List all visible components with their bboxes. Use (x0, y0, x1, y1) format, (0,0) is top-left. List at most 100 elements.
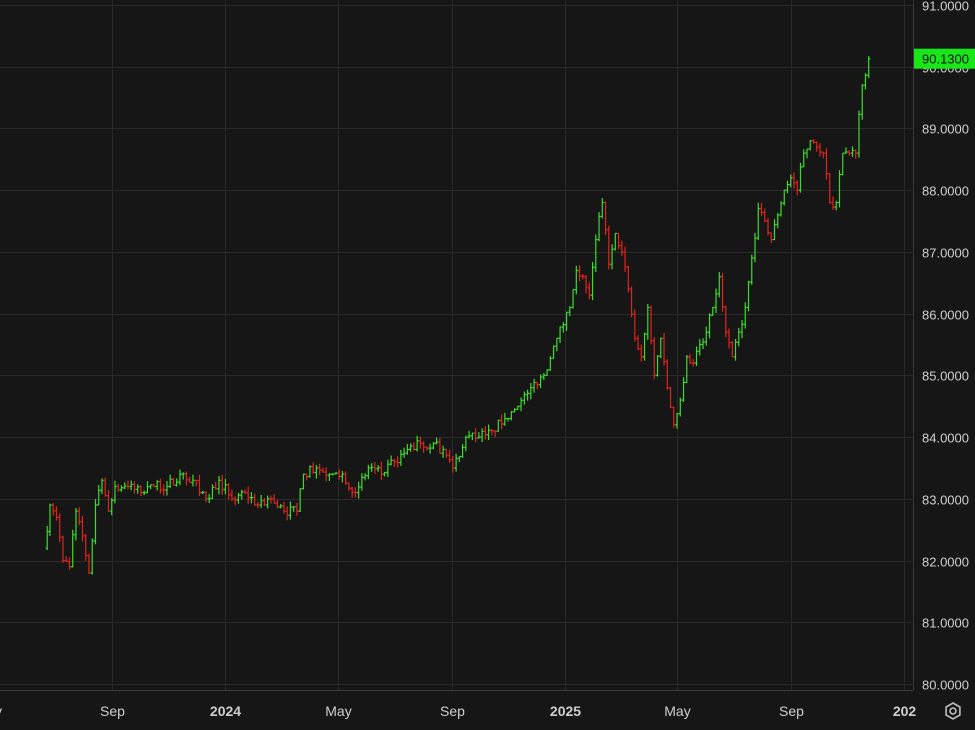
price-bar (668, 386, 673, 409)
price-bar (678, 397, 682, 417)
price-bar (201, 490, 205, 495)
price-bar (457, 455, 461, 463)
price-bar (756, 202, 760, 241)
price-bar (694, 346, 699, 367)
price-bar (535, 381, 539, 390)
price-bar (633, 309, 637, 342)
price-bar (649, 305, 653, 345)
x-tick-label: Sep (440, 703, 465, 719)
price-bar (707, 313, 712, 339)
price-bar (522, 391, 526, 405)
x-axis: y Sep 2024 May Sep 2025 May Sep 202 (0, 703, 916, 719)
price-bar (132, 481, 137, 494)
price-bar (629, 286, 634, 318)
price-bar (399, 449, 403, 466)
gear-icon (945, 702, 961, 720)
price-bar (214, 481, 218, 490)
price-bar (269, 495, 273, 504)
price-bar (282, 501, 286, 514)
price-bar (802, 149, 806, 168)
price-bar (792, 172, 796, 189)
y-tick-label: 83.0000 (922, 493, 969, 508)
price-bar (516, 405, 520, 411)
price-bar (815, 141, 819, 152)
price-bar (623, 246, 627, 272)
price-bar (292, 506, 296, 512)
price-bar (396, 456, 400, 468)
price-bar (499, 414, 504, 430)
price-bar (347, 482, 351, 491)
price-bar (266, 495, 270, 509)
price-bar (110, 498, 114, 516)
price-bar (655, 355, 660, 377)
price-bar (314, 465, 318, 479)
price-bar (184, 471, 189, 486)
price-bar (438, 438, 442, 454)
price-bar (412, 442, 416, 451)
price-bar (454, 453, 458, 472)
price-bar (720, 273, 725, 312)
y-tick-label: 88.0000 (922, 184, 969, 199)
price-bar (740, 319, 744, 339)
price-bar (473, 428, 478, 443)
price-bar (636, 335, 640, 351)
price-bar (561, 322, 565, 333)
price-bar (834, 200, 838, 211)
price-bar (259, 494, 263, 508)
y-tick-label: 84.0000 (922, 431, 969, 446)
price-bar (743, 302, 747, 329)
price-bar (461, 443, 465, 459)
price-bar (798, 162, 803, 193)
price-bar (509, 410, 513, 421)
price-bar (126, 480, 130, 490)
price-bar (772, 219, 777, 241)
price-bar (766, 218, 770, 236)
price-bar (681, 377, 686, 402)
price-bar (58, 513, 62, 543)
price-bar (493, 430, 497, 438)
chart-settings-button[interactable] (936, 696, 970, 726)
price-bar (227, 483, 231, 500)
price-bar (87, 553, 91, 574)
price-bar (275, 499, 280, 509)
y-tick-label: 81.0000 (922, 616, 969, 631)
price-bar (194, 479, 198, 487)
price-bar (542, 372, 546, 381)
price-bar (217, 476, 221, 495)
price-bar (639, 344, 643, 362)
price-bar (435, 437, 439, 445)
price-bar (279, 504, 283, 509)
price-bar (48, 503, 52, 537)
price-bar (685, 354, 689, 384)
price-bar (191, 474, 195, 487)
last-price-label: 90.1300 (922, 52, 969, 67)
price-bar (746, 280, 751, 312)
price-bar (253, 493, 257, 506)
price-bar (340, 471, 344, 483)
price-bar (230, 489, 234, 502)
price-bar (350, 486, 354, 498)
price-bar (675, 413, 679, 429)
price-bar (422, 441, 426, 453)
price-bar (717, 272, 721, 298)
price-bar (321, 467, 325, 473)
last-price-marker: 90.1300 (914, 48, 975, 69)
price-bar (529, 382, 533, 400)
price-bar (54, 506, 59, 521)
price-bar (704, 326, 708, 346)
price-bar (353, 487, 357, 498)
price-bar (71, 529, 75, 568)
price-bar (373, 461, 377, 474)
price-bar (779, 201, 783, 217)
price-bar (867, 56, 871, 79)
price-bar (149, 484, 153, 490)
price-bar (519, 397, 523, 412)
price-bar (750, 254, 754, 285)
price-bar (620, 240, 624, 256)
price-bar (727, 328, 731, 349)
price-bar (857, 110, 861, 158)
y-tick-label: 82.0000 (922, 555, 969, 570)
price-bar (711, 306, 715, 316)
price-bar (441, 445, 445, 458)
